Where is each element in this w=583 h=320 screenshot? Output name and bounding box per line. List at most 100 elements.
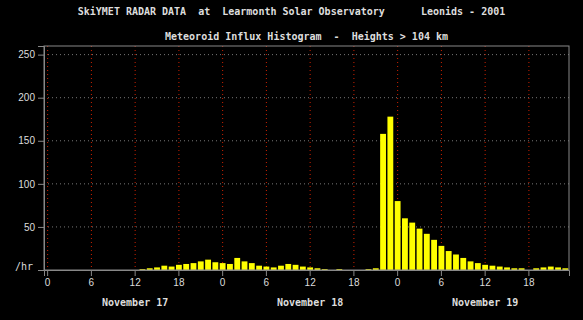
tick: 50: [24, 222, 44, 233]
tick-label: 6: [439, 277, 445, 288]
grid-line-y: [44, 226, 569, 227]
tick-label: 18: [348, 277, 360, 288]
tick-label: 6: [264, 277, 270, 288]
tick: 18: [523, 270, 535, 288]
tick-mark: [38, 141, 44, 142]
bar: [387, 117, 393, 270]
tick: 18: [173, 270, 185, 288]
bar: [380, 134, 386, 270]
bar: [446, 251, 452, 270]
background: [0, 0, 583, 320]
tick: 0: [45, 270, 51, 288]
tick-label: 0: [395, 277, 401, 288]
bar: [490, 266, 496, 270]
tick-mark: [91, 270, 92, 276]
bar: [548, 267, 554, 270]
grid-line-x: [91, 46, 92, 270]
x-axis: 061218061218061218: [45, 270, 570, 288]
bar: [169, 267, 175, 270]
tick: 12: [130, 270, 142, 288]
bar: [242, 261, 248, 270]
tick-mark: [38, 98, 44, 99]
bar: [263, 267, 269, 270]
grid-line-x: [528, 46, 529, 270]
tick-label: 200: [18, 92, 35, 103]
bar: [453, 254, 459, 270]
tick: 0: [395, 270, 401, 288]
tick-mark: [38, 227, 44, 228]
plot-frame: [44, 46, 569, 270]
bar: [198, 261, 204, 270]
tick-label: 18: [523, 277, 535, 288]
tick: 150: [18, 135, 44, 146]
tick-mark: [485, 270, 486, 276]
tick-label: 0: [220, 277, 226, 288]
axis-line: [38, 47, 45, 271]
tick-mark: [38, 55, 44, 56]
tick-label: 100: [18, 179, 35, 190]
grid-line-x: [485, 46, 486, 270]
bar: [220, 263, 226, 270]
bar: [234, 258, 240, 270]
bar: [176, 265, 182, 270]
bar: [409, 223, 415, 270]
tick-mark: [266, 270, 267, 276]
bar: [191, 263, 197, 270]
tick-mark: [441, 270, 442, 276]
tick-mark: [222, 270, 223, 276]
grid-line-x: [47, 46, 48, 270]
bar: [417, 229, 423, 270]
tick-mark: [397, 270, 398, 276]
tick: 200: [18, 92, 44, 103]
bar: [475, 263, 481, 270]
tick-label: 12: [305, 277, 317, 288]
y-axis: 50 100 150 200 250: [18, 47, 44, 271]
bar: [249, 263, 255, 270]
tick-mark: [353, 270, 354, 276]
bar: [438, 246, 444, 270]
axis-line: [45, 271, 570, 277]
tick-label: 150: [18, 135, 35, 146]
tick-label: 250: [18, 49, 35, 60]
bar: [256, 266, 262, 270]
tick-mark: [310, 270, 311, 276]
tick-mark: [178, 270, 179, 276]
axis-label: /hr: [15, 261, 33, 272]
tick: 100: [18, 179, 44, 190]
tick-label: 12: [130, 277, 142, 288]
bar: [293, 265, 299, 270]
grid-line-y: [44, 183, 569, 184]
grid-line-y: [44, 54, 569, 55]
bar: [482, 265, 488, 270]
tick-mark: [47, 270, 48, 276]
grid-line-x: [310, 46, 311, 270]
bars: [140, 117, 569, 270]
bar: [300, 267, 306, 270]
tick-label: 18: [173, 277, 185, 288]
tick-label: 12: [480, 277, 492, 288]
tick-label: 0: [45, 277, 51, 288]
title: SkiYMET RADAR DATA at Learmonth Solar Ob…: [78, 6, 505, 17]
grid-line-y: [44, 140, 569, 141]
subtitle: Meteoroid Influx Histogram - Heights > 1…: [165, 31, 448, 42]
bar: [431, 240, 437, 270]
grid-line-y: [44, 97, 569, 98]
bar: [468, 261, 474, 270]
tick: 12: [305, 270, 317, 288]
grid-line-x: [441, 46, 442, 270]
bar: [227, 264, 233, 270]
annotation: November 18: [277, 297, 343, 308]
grid-line-x: [178, 46, 179, 270]
tick-mark: [38, 184, 44, 185]
bar: [205, 260, 211, 270]
annotation: November 19: [452, 297, 518, 308]
bar: [402, 218, 408, 270]
bar: [395, 201, 401, 270]
bar: [460, 258, 466, 270]
grid-line-x: [266, 46, 267, 270]
annotation: November 17: [102, 297, 168, 308]
grid-line-x: [222, 46, 223, 270]
grid-line-x: [353, 46, 354, 270]
tick-mark: [528, 270, 529, 276]
bar: [183, 264, 189, 270]
